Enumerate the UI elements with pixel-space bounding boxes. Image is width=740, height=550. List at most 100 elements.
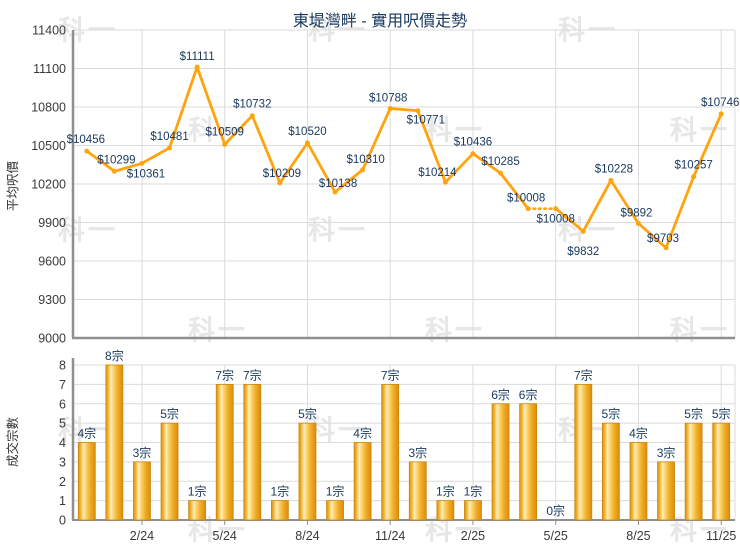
- price-point: [580, 228, 586, 234]
- volume-bar: [381, 383, 400, 521]
- price-point-label: $10746: [701, 97, 739, 109]
- price-point: [139, 160, 145, 166]
- watermark: 科一: [58, 215, 118, 246]
- volume-bar-label: 5宗: [712, 406, 731, 421]
- x-tick-label: 5/25: [544, 529, 568, 543]
- x-tick-label: 5/24: [213, 529, 237, 543]
- volume-bar-label: 4宗: [77, 426, 96, 441]
- volume-ytick-label: 3: [59, 455, 66, 469]
- volume-bar: [188, 500, 207, 521]
- volume-bar: [574, 383, 593, 521]
- volume-bar-label: 6宗: [491, 387, 510, 402]
- volume-bar-label: 3宗: [657, 445, 676, 460]
- volume-bar: [601, 422, 620, 521]
- volume-bar-label: 0宗: [546, 503, 565, 518]
- price-point-label: $10214: [418, 167, 457, 179]
- price-point: [553, 206, 559, 212]
- price-point-label: $10228: [595, 163, 633, 175]
- price-ytick-label: 11400: [32, 24, 66, 38]
- price-ytick-label: 10500: [31, 139, 66, 153]
- price-point: [387, 106, 393, 112]
- price-point: [415, 108, 421, 114]
- volume-bar-label: 1宗: [436, 484, 455, 499]
- volume-bar-label: 1宗: [188, 484, 207, 499]
- price-point: [84, 148, 90, 154]
- x-tick-label: 2/24: [130, 529, 154, 543]
- volume-bar-label: 5宗: [684, 406, 703, 421]
- price-point-label: $10520: [288, 126, 326, 138]
- price-point-label: $10257: [674, 160, 712, 172]
- price-point-label: $9892: [620, 208, 652, 220]
- price-point: [249, 113, 255, 119]
- price-point-label: $10771: [407, 115, 445, 127]
- price-ytick-label: 9600: [38, 255, 66, 269]
- price-ytick-label: 10200: [31, 178, 66, 192]
- volume-bar-label: 8宗: [105, 348, 124, 363]
- watermark: 科一: [308, 215, 368, 246]
- watermark: 科一: [558, 215, 618, 246]
- price-point-label: $10008: [537, 214, 575, 226]
- price-ytick-label: 10800: [31, 101, 66, 115]
- volume-bar-label: 1宗: [271, 484, 290, 499]
- price-point-label: $10008: [507, 193, 545, 205]
- price-point: [222, 141, 228, 147]
- price-ytick-label: 9000: [38, 332, 66, 346]
- volume-bar-label: 7宗: [215, 367, 234, 382]
- price-point-label: $10361: [127, 168, 165, 180]
- volume-bar-label: 3宗: [408, 445, 427, 460]
- volume-bar-label: 7宗: [243, 367, 262, 382]
- price-point: [635, 221, 641, 227]
- volume-axis-title: 成交宗數: [6, 417, 20, 468]
- volume-bar: [712, 422, 731, 521]
- volume-bar: [657, 461, 675, 521]
- price-point-label: $10209: [263, 168, 301, 180]
- price-point: [498, 170, 504, 176]
- volume-bar-label: 5宗: [160, 406, 179, 421]
- watermark: 科一: [308, 415, 368, 446]
- volume-bar: [326, 500, 344, 521]
- price-ytick-label: 9300: [38, 293, 66, 307]
- price-point-label: $10456: [67, 134, 105, 146]
- volume-bar: [629, 442, 648, 521]
- price-point: [470, 151, 476, 157]
- volume-bar-label: 1宗: [326, 484, 345, 499]
- volume-ytick-label: 6: [59, 397, 66, 411]
- price-point: [194, 64, 200, 70]
- price-point: [167, 145, 173, 151]
- price-point: [442, 179, 448, 185]
- volume-bar: [298, 422, 317, 521]
- price-point-label: $11111: [180, 51, 215, 63]
- volume-bar: [684, 422, 703, 521]
- volume-ytick-label: 4: [59, 436, 66, 450]
- volume-bar: [243, 383, 262, 521]
- volume-ytick-label: 7: [59, 378, 66, 392]
- price-point: [304, 140, 310, 146]
- volume-bar: [215, 383, 234, 521]
- volume-bar-label: 4宗: [629, 426, 648, 441]
- volume-ytick-label: 2: [59, 475, 66, 489]
- x-tick-label: 2/25: [461, 529, 485, 543]
- volume-bar-label: 7宗: [574, 367, 593, 382]
- price-point: [718, 111, 724, 117]
- price-point: [111, 168, 117, 174]
- volume-bar: [519, 403, 538, 521]
- volume-ytick-label: 5: [59, 417, 66, 431]
- watermark: 科一: [670, 315, 730, 346]
- price-point-label: $10436: [454, 137, 492, 149]
- volume-bar: [491, 403, 510, 521]
- volume-bar: [133, 461, 151, 521]
- x-tick-label: 11/24: [375, 529, 405, 543]
- price-point: [332, 189, 338, 195]
- volume-bar-label: 3宗: [133, 445, 152, 460]
- price-point-label: $10509: [206, 126, 244, 138]
- price-point-label: $9832: [567, 246, 599, 258]
- price-point-label: $9703: [647, 233, 679, 245]
- volume-bar: [160, 422, 179, 521]
- price-point: [277, 180, 283, 186]
- x-tick-label: 8/24: [295, 529, 319, 543]
- volume-ytick-label: 1: [59, 494, 66, 508]
- price-point-label: $10788: [369, 93, 407, 105]
- price-point: [360, 167, 366, 173]
